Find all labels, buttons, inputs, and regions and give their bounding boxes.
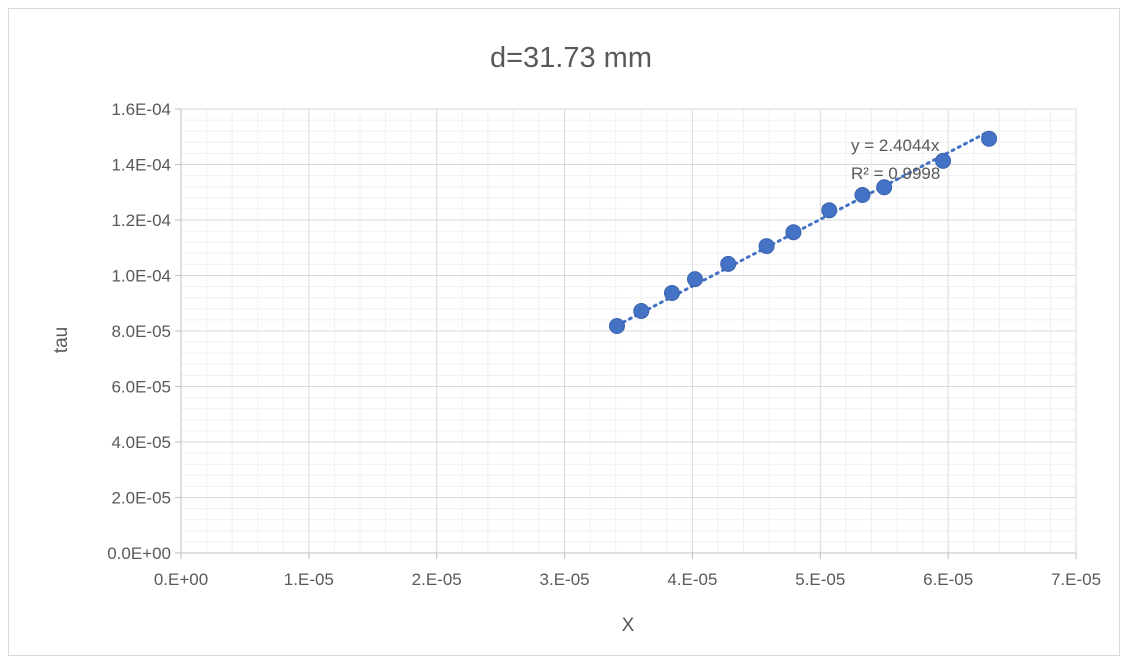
- data-point: [981, 130, 998, 147]
- chart-area: 0.E+00 1.E-05 2.E-05 3.E-05 4.E-05 5.E-05 6.E-…: [8, 8, 1120, 656]
- scatter-chart: 0.E+00 1.E-05 2.E-05 3.E-05 4.E-05 5.E-05 6.E-…: [51, 42, 1101, 636]
- y-tick-label: 6.0E-05: [111, 378, 171, 397]
- x-tick-label: 6.E-05: [923, 570, 973, 589]
- x-tick-label: 4.E-05: [667, 570, 717, 589]
- y-tick-label: 4.0E-05: [111, 433, 171, 452]
- data-point: [821, 202, 838, 219]
- axes: [175, 108, 1077, 559]
- y-tick-label: 1.2E-04: [111, 211, 171, 230]
- data-point: [876, 179, 893, 196]
- y-tick-label: 2.0E-05: [111, 489, 171, 508]
- y-tick-label: 1.4E-04: [111, 156, 171, 175]
- y-tick-label: 0.0E+00: [107, 544, 171, 563]
- y-tick-labels: 0.0E+00 2.0E-05 4.0E-05 6.0E-05 8.0E-05 1.0E-…: [107, 100, 171, 563]
- data-point: [785, 224, 802, 241]
- trendline-r-squared: R² = 0.9998: [851, 164, 940, 183]
- x-axis-label: X: [622, 615, 635, 636]
- data-point: [854, 187, 871, 204]
- y-tick-label: 1.0E-04: [111, 267, 171, 286]
- chart-title: d=31.73 mm: [490, 42, 652, 74]
- data-point: [758, 238, 775, 255]
- major-gridlines: [181, 108, 1077, 553]
- x-tick-label: 1.E-05: [284, 570, 334, 589]
- data-point: [686, 271, 703, 288]
- x-tick-label: 7.E-05: [1051, 570, 1101, 589]
- x-tick-labels: 0.E+00 1.E-05 2.E-05 3.E-05 4.E-05 5.E-05 6.E-…: [154, 570, 1101, 589]
- data-point: [633, 303, 650, 320]
- data-point: [935, 152, 952, 169]
- trendline-equation: y = 2.4044x: [851, 136, 940, 155]
- x-tick-label: 0.E+00: [154, 570, 208, 589]
- x-tick-label: 5.E-05: [795, 570, 845, 589]
- data-point: [608, 318, 625, 335]
- y-tick-label: 1.6E-04: [111, 100, 171, 119]
- x-tick-label: 2.E-05: [412, 570, 462, 589]
- data-points: [608, 130, 998, 335]
- data-point: [720, 255, 737, 272]
- y-axis-label: tau: [51, 327, 72, 353]
- y-tick-label: 8.0E-05: [111, 322, 171, 341]
- data-point: [663, 284, 680, 301]
- x-tick-label: 3.E-05: [540, 570, 590, 589]
